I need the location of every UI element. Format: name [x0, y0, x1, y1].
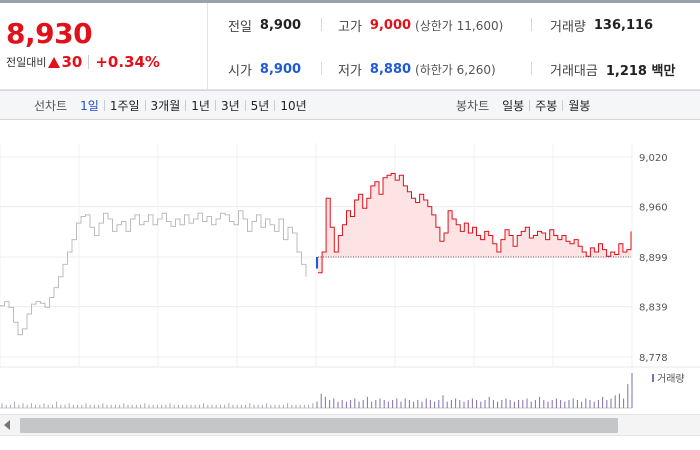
divider	[103, 99, 105, 111]
chart-toolbar: 선차트 1일 1주일 3개월 1년 3년 5년 10년 봉차트 일봉 주봉 월봉	[0, 90, 700, 120]
change-percent: +0.34%	[95, 53, 160, 71]
divider	[321, 62, 322, 75]
period-1d[interactable]: 1일	[80, 98, 99, 113]
current-price: 8,930	[6, 17, 93, 50]
volume-value: 136,116	[593, 18, 654, 33]
divider	[531, 62, 532, 75]
intraday-price-chart[interactable]: 9,020 8,960 8,899 8,839 8,778 거래량	[0, 121, 700, 414]
volume-label: 거래량	[550, 20, 586, 35]
change-label: 전일대비	[6, 56, 47, 69]
chart-grid	[0, 143, 700, 409]
lower-limit: (하한가 6,260)	[415, 63, 496, 77]
low-value: 8,880	[369, 62, 412, 77]
current-price-line	[318, 173, 632, 274]
period-1y[interactable]: 1년	[191, 98, 210, 113]
line-chart-label: 선차트	[34, 98, 68, 113]
period-daily-candle[interactable]: 일봉	[502, 98, 525, 113]
divider	[529, 99, 531, 111]
change-divider	[88, 55, 90, 69]
divider	[144, 99, 146, 111]
candle-chart-periods: 봉차트 일봉 주봉 월봉	[456, 91, 595, 119]
chart-scrollbar[interactable]	[0, 414, 700, 436]
high-value: 9,000	[369, 18, 412, 33]
prev-close-label: 전일	[228, 20, 252, 35]
period-10y[interactable]: 10년	[280, 98, 307, 113]
y-tick-label: 8,839	[639, 303, 668, 314]
top-border	[0, 0, 700, 3]
divider	[274, 99, 276, 111]
divider	[185, 99, 187, 111]
price-box: 8,930 전일대비 30 +0.34%	[0, 3, 208, 90]
up-triangle-icon	[48, 56, 61, 68]
change-line: 전일대비 30 +0.34%	[6, 53, 160, 71]
divider	[244, 99, 246, 111]
period-1w[interactable]: 1주일	[109, 98, 140, 113]
period-3m[interactable]: 3개월	[150, 98, 181, 113]
volume-bars	[1, 373, 633, 408]
low-label: 저가	[338, 64, 362, 79]
scroll-left-arrow-icon[interactable]	[4, 420, 10, 430]
stat-open: 시가 8,900	[228, 60, 301, 79]
open-label: 시가	[228, 64, 252, 79]
price-fill-area	[318, 173, 631, 273]
y-tick-label: 9,020	[639, 153, 668, 164]
stat-high: 고가 9,000 (상한가 11,600)	[338, 16, 503, 35]
y-tick-label: 8,960	[639, 203, 668, 214]
divider	[562, 99, 564, 111]
upper-limit: (상한가 11,600)	[415, 19, 504, 33]
divider	[531, 18, 532, 31]
divider	[321, 18, 322, 31]
stat-trade-value: 거래대금 1,218 백만	[550, 60, 675, 79]
stock-summary: 8,930 전일대비 30 +0.34% 전일 8,900 고가 9,000 (…	[0, 3, 700, 90]
y-tick-label: 8,778	[639, 353, 668, 364]
price-area-fill	[318, 173, 631, 273]
stats-panel: 전일 8,900 고가 9,000 (상한가 11,600) 거래량 136,1…	[209, 3, 700, 90]
trade-value: 1,218 백만	[605, 64, 676, 79]
high-label: 고가	[338, 20, 362, 35]
y-tick-label: 8,899	[639, 253, 668, 264]
previous-price-line	[0, 210, 307, 336]
open-value: 8,900	[259, 62, 302, 77]
stat-low: 저가 8,880 (하한가 6,260)	[338, 60, 496, 79]
scroll-thumb[interactable]	[20, 418, 618, 433]
trade-value-label: 거래대금	[550, 64, 598, 79]
prev-close-value: 8,900	[259, 18, 302, 33]
period-weekly-candle[interactable]: 주봉	[535, 98, 558, 113]
period-monthly-candle[interactable]: 월봉	[568, 98, 591, 113]
line-chart-periods: 선차트 1일 1주일 3개월 1년 3년 5년 10년	[34, 91, 312, 119]
period-5y[interactable]: 5년	[250, 98, 270, 113]
stat-volume: 거래량 136,116	[550, 16, 653, 35]
volume-legend-label: 거래량	[657, 373, 685, 385]
price-lines	[0, 173, 632, 336]
candle-chart-label: 봉차트	[456, 98, 490, 113]
stat-prev-close: 전일 8,900	[228, 16, 301, 35]
y-axis-ticks: 9,020 8,960 8,899 8,839 8,778	[639, 153, 668, 364]
period-3y[interactable]: 3년	[220, 98, 240, 113]
volume-legend: 거래량	[652, 373, 685, 385]
volume-legend-swatch	[652, 374, 654, 382]
change-amount: 30	[61, 53, 83, 71]
divider	[214, 99, 216, 111]
